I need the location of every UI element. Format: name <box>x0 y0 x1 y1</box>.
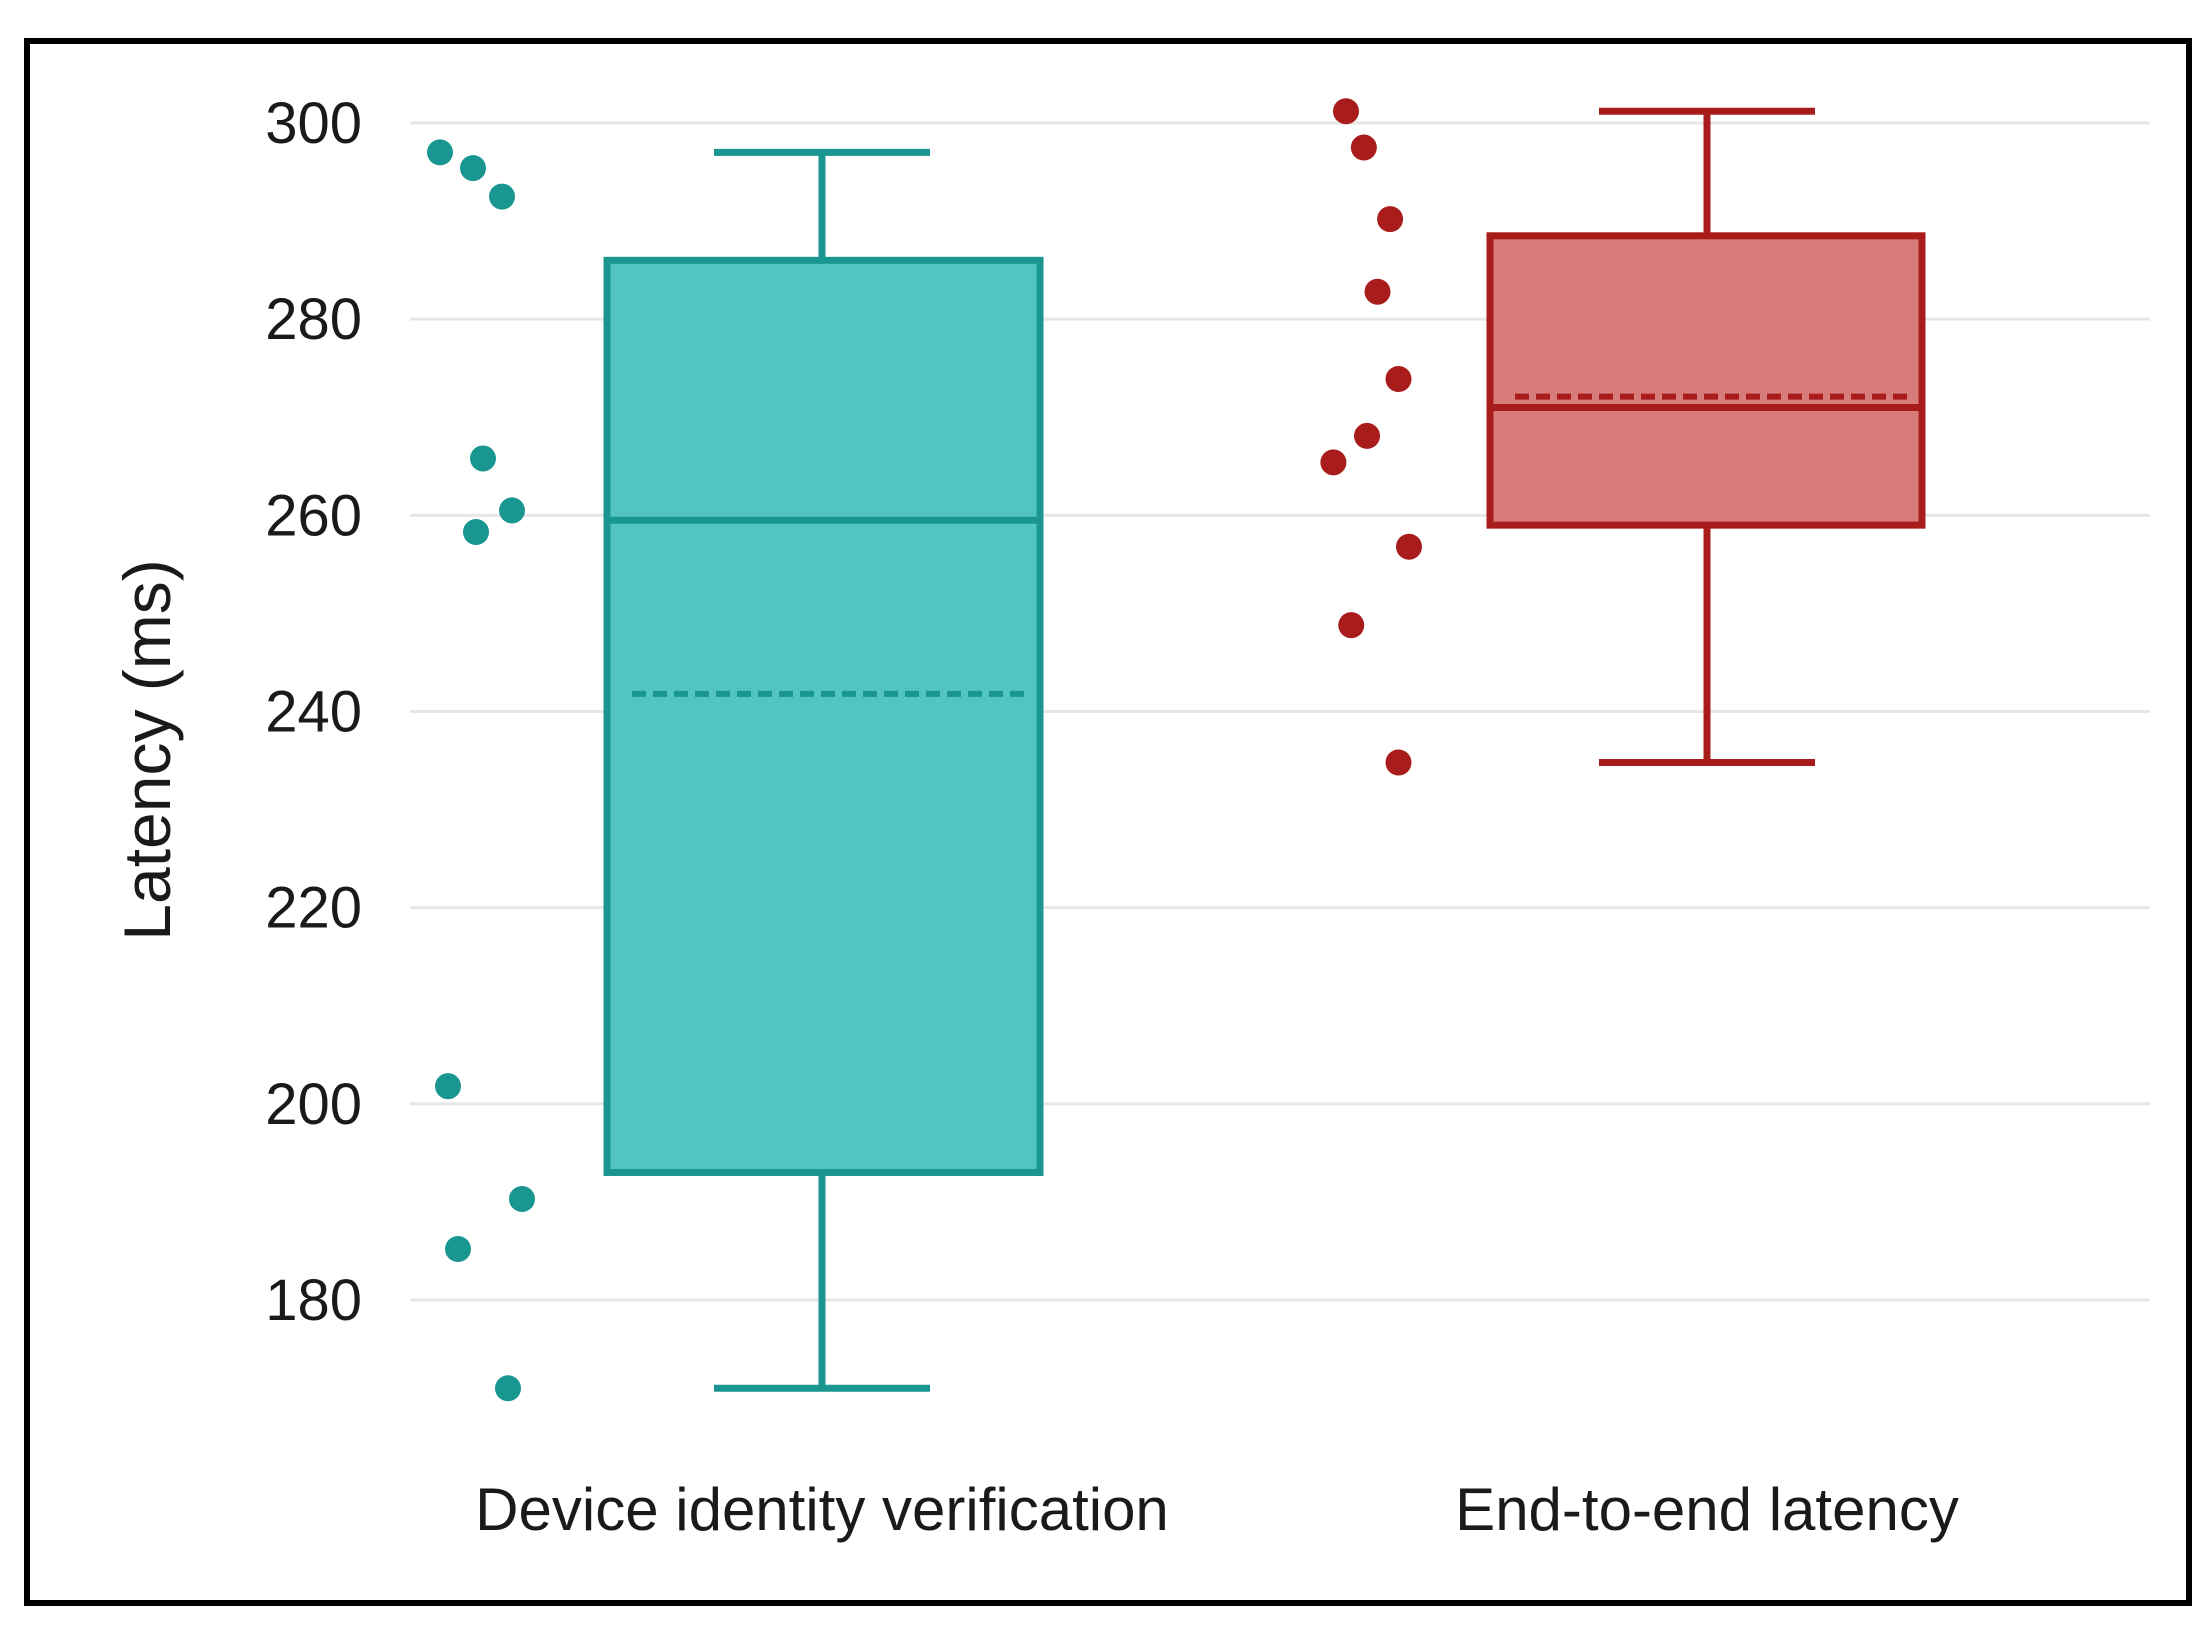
data-point <box>1385 749 1412 776</box>
data-point <box>470 445 496 472</box>
data-point <box>435 1073 461 1100</box>
x-category-label: Device identity verification <box>475 1476 1169 1543</box>
y-tick-label: 220 <box>265 876 362 941</box>
data-point <box>445 1235 471 1262</box>
data-point <box>1377 206 1404 233</box>
data-point <box>489 183 515 210</box>
y-tick-label: 200 <box>265 1072 362 1137</box>
data-point <box>1364 278 1391 305</box>
data-point <box>1320 449 1347 476</box>
y-tick-label: 280 <box>265 287 362 352</box>
boxes <box>603 107 1926 1392</box>
data-point <box>1354 422 1380 449</box>
category-labels: Device identity verification End-to-end l… <box>475 1476 1959 1543</box>
data-point <box>1338 612 1365 639</box>
iqr-box <box>1486 232 1926 529</box>
box-group <box>603 148 1044 1392</box>
data-point <box>495 1375 521 1402</box>
y-tick-label: 300 <box>265 91 362 156</box>
box-group <box>1486 107 1926 767</box>
data-point <box>1396 533 1422 560</box>
data-point <box>1385 365 1412 392</box>
iqr-box <box>603 256 1044 1176</box>
y-tick-label: 260 <box>265 483 362 548</box>
y-tick-label: 180 <box>265 1268 362 1333</box>
data-point <box>509 1185 535 1212</box>
data-point <box>460 155 486 182</box>
y-axis-title: Latency (ms) <box>110 559 184 940</box>
data-points <box>427 98 1422 1402</box>
y-tick-label: 240 <box>265 680 362 745</box>
data-point <box>499 497 525 524</box>
x-category-label: End-to-end latency <box>1455 1476 1959 1543</box>
data-point <box>1350 134 1377 161</box>
data-point <box>1333 98 1359 125</box>
data-point <box>463 519 489 546</box>
data-point <box>427 139 453 166</box>
y-axis-ticks: 180 200 220 240 260 280 300 <box>265 91 362 1333</box>
